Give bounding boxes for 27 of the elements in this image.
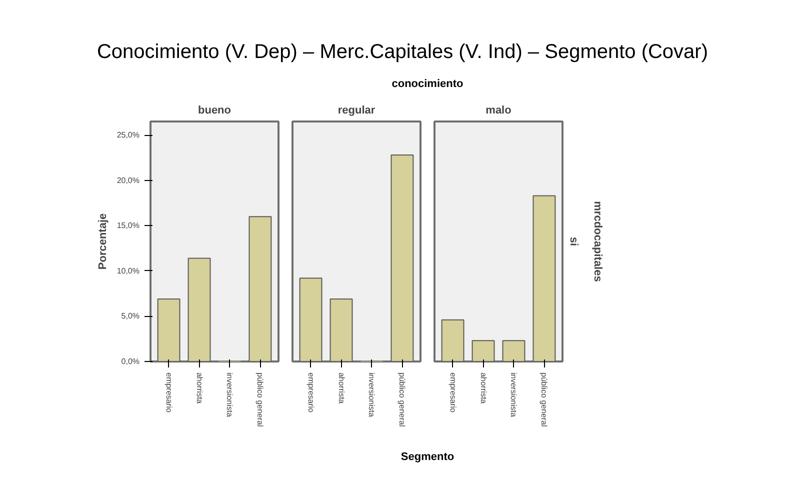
chart-title: malo (486, 104, 512, 117)
x-tick-label: empresario (448, 372, 458, 414)
x-tick-label: ahorrista (194, 372, 204, 404)
chart-title: regular (338, 104, 376, 117)
y-tick-label: 0,0% (121, 357, 140, 366)
y-tick-label: 20,0% (116, 176, 140, 186)
x-tick-label: público general (398, 372, 407, 428)
y-tick-label: 10,0% (116, 266, 140, 276)
text: conocimiento (392, 76, 464, 92)
x-tick-label: empresario (164, 372, 174, 414)
x-tick-label: inversionista (509, 372, 518, 418)
y-axis-title: Porcentaje (96, 214, 109, 270)
x-axis-title: Segmento (400, 450, 454, 466)
x-tick-label: empresario (306, 372, 316, 414)
x-tick-label: público general (256, 372, 265, 428)
y2-axis-title: mrcdocapitales (592, 201, 604, 282)
x-tick-label: inversionista (225, 372, 234, 418)
x-tick-label: público general (540, 372, 549, 428)
x-tick-label: inversionista (367, 372, 376, 418)
x-tick-label: ahorrista (336, 372, 346, 404)
text: si (568, 237, 580, 246)
y-tick-label: 25,0% (116, 130, 140, 140)
y-tick-label: 5,0% (121, 312, 140, 321)
y-tick-label: 15,0% (116, 221, 140, 230)
text: Conocimiento (V. Dep) – Merc.Capitales (V. Ind) – Segmento (Covar) (96, 40, 708, 65)
x-tick-label: ahorrista (478, 372, 488, 404)
chart-title: bueno (198, 104, 232, 117)
